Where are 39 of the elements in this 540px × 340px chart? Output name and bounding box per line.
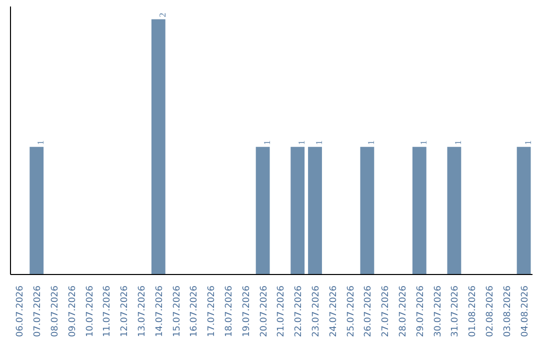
x-tick-label: 01.08.2026 <box>468 285 478 338</box>
x-tick-label: 19.07.2026 <box>242 285 252 338</box>
x-tick-label: 12.07.2026 <box>120 285 130 338</box>
x-tick-label: 11.07.2026 <box>102 285 113 338</box>
x-tick-label: 29.07.2026 <box>416 285 426 338</box>
x-tick-label: 30.07.2026 <box>433 285 444 338</box>
x-tick-label: 20.07.2026 <box>259 285 270 338</box>
x-tick-label: 06.07.2026 <box>16 285 26 338</box>
x-tick-label: 03.08.2026 <box>502 285 513 338</box>
x-tick-label: 15.07.2026 <box>172 285 182 338</box>
x-tick-label: 22.07.2026 <box>294 285 304 338</box>
data-label: 1 <box>314 140 324 145</box>
x-tick-label: 13.07.2026 <box>138 285 148 338</box>
x-tick-label: 09.07.2026 <box>68 285 78 338</box>
data-label: 1 <box>418 140 428 145</box>
x-tick-label: 10.07.2026 <box>85 285 96 338</box>
data-label: 1 <box>366 140 376 145</box>
data-label: 1 <box>262 140 272 145</box>
data-label: 2 <box>157 12 168 18</box>
x-tick-label: 28.07.2026 <box>398 285 408 338</box>
x-tick-label: 27.07.2026 <box>381 285 392 338</box>
x-tick-label: 26.07.2026 <box>364 285 374 338</box>
data-label: 1 <box>296 140 307 145</box>
x-tick-label: 16.07.2026 <box>190 285 200 338</box>
x-tick-label: 21.07.2026 <box>276 285 287 338</box>
x-tick-label: 17.07.2026 <box>207 285 218 338</box>
x-tick-label: 08.07.2026 <box>50 285 60 338</box>
x-tick-label: 31.07.2026 <box>450 285 461 338</box>
x-tick-label: 07.07.2026 <box>33 285 44 338</box>
data-label: 1 <box>453 140 464 145</box>
x-tick-label: 14.07.2026 <box>154 285 165 338</box>
data-label: 1 <box>36 140 46 145</box>
x-tick-label: 25.07.2026 <box>346 285 356 338</box>
x-tick-label: 24.07.2026 <box>328 285 339 338</box>
x-tick-label: 18.07.2026 <box>224 285 234 338</box>
x-tick-label: 23.07.2026 <box>312 285 322 338</box>
x-tick-label: 02.08.2026 <box>486 285 496 338</box>
data-label: 1 <box>522 140 533 145</box>
x-tick-label: 04.08.2026 <box>520 285 530 338</box>
